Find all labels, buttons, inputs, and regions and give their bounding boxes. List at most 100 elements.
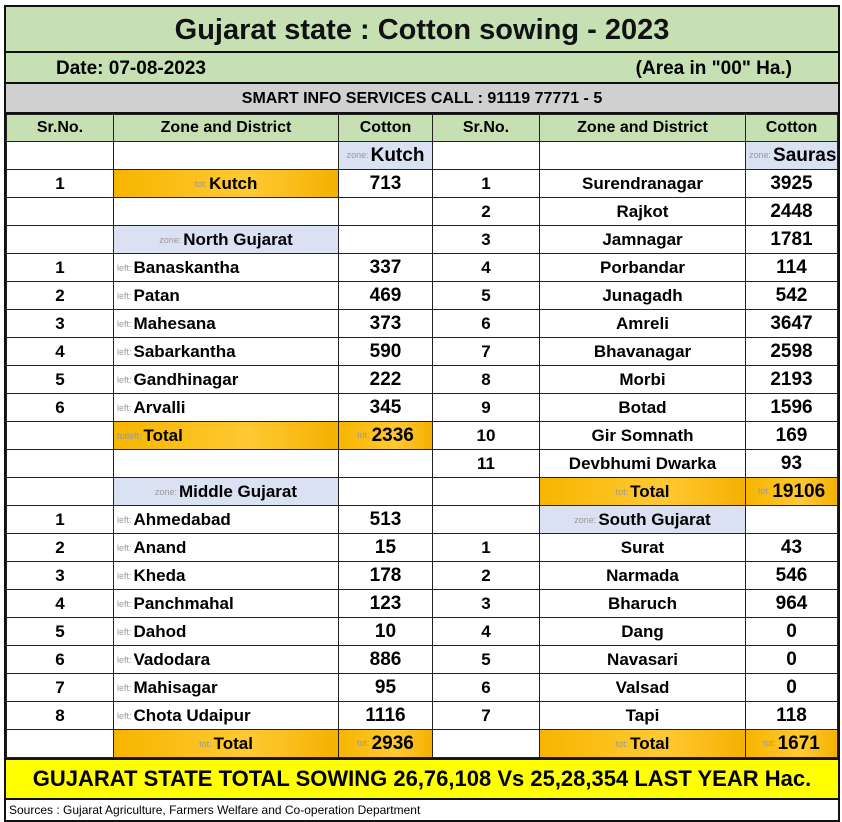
district-cell: left: Patan bbox=[113, 281, 339, 310]
cotton-cell: 15 bbox=[338, 533, 433, 562]
sr-no-cell: 1 bbox=[6, 169, 114, 198]
sr-no-cell: 6 bbox=[6, 393, 114, 422]
header-zone: Zone and District bbox=[113, 114, 339, 142]
district-cell: left: Gandhinagar bbox=[113, 365, 339, 394]
district-cell: left: Arvalli bbox=[113, 393, 339, 422]
header-srno: Sr.No. bbox=[6, 114, 114, 142]
zone-heading: zone: Kutch bbox=[338, 141, 433, 170]
sr-no-cell: 1 bbox=[432, 169, 540, 198]
table-row: 3 left: Mahesana 373 6 Amreli 3647 bbox=[6, 309, 838, 338]
sr-no-cell: 6 bbox=[432, 309, 540, 338]
district-cell bbox=[113, 197, 339, 226]
cell-style-tag: tot: bbox=[615, 739, 629, 750]
cotton-cell: 345 bbox=[338, 393, 433, 422]
sr-no-cell: 8 bbox=[432, 365, 540, 394]
sr-no-cell: 2 bbox=[6, 281, 114, 310]
district-cell: left: Sabarkantha bbox=[113, 337, 339, 366]
table-row: 1 tot: Kutch 713 1 Surendranagar 3925 bbox=[6, 169, 838, 198]
cotton-cell: 0 bbox=[745, 617, 838, 646]
report-date: Date: 07-08-2023 bbox=[56, 58, 206, 79]
cell-style-tag: tot: bbox=[194, 179, 208, 190]
header-cotton: Cotton bbox=[338, 114, 433, 142]
cotton-cell bbox=[745, 505, 838, 534]
sr-no-cell: 4 bbox=[432, 253, 540, 282]
cotton-cell: tot: 1671 bbox=[745, 729, 838, 758]
district-cell: Dang bbox=[539, 617, 746, 646]
cell-style-tag: tot: bbox=[757, 486, 771, 497]
district-cell: Bhavanagar bbox=[539, 337, 746, 366]
district-cell: left: Mahesana bbox=[113, 309, 339, 338]
cell-style-tag: tot: bbox=[199, 739, 212, 750]
sr-no-cell: 7 bbox=[432, 337, 540, 366]
district-cell: left: Kheda bbox=[113, 561, 339, 590]
cotton-cell: 964 bbox=[745, 589, 838, 618]
sources-note: Sources : Gujarat Agriculture, Farmers W… bbox=[9, 803, 421, 817]
table-row: zone: Middle Gujarat tot: Total tot: 19106 bbox=[6, 477, 838, 506]
sr-no-cell: 5 bbox=[432, 281, 540, 310]
sr-no-cell: 8 bbox=[6, 701, 114, 730]
cotton-cell: 178 bbox=[338, 561, 433, 590]
sr-no-cell: 5 bbox=[6, 365, 114, 394]
district-cell: Gir Somnath bbox=[539, 421, 746, 450]
cotton-cell: 169 bbox=[745, 421, 838, 450]
cotton-cell: 118 bbox=[745, 701, 838, 730]
table-row: 4 left: Panchmahal 123 3 Bharuch 964 bbox=[6, 589, 838, 618]
sr-no-cell: 2 bbox=[6, 533, 114, 562]
sr-no-cell bbox=[6, 197, 114, 226]
cotton-cell: 0 bbox=[745, 673, 838, 702]
district-cell: left: Banaskantha bbox=[113, 253, 339, 282]
district-cell: Morbi bbox=[539, 365, 746, 394]
cell-style-tag: left: bbox=[117, 403, 132, 414]
table-row: 3 left: Kheda 178 2 Narmada 546 bbox=[6, 561, 838, 590]
cotton-cell: 886 bbox=[338, 645, 433, 674]
cell-style-tag: zone: bbox=[159, 235, 182, 246]
table-row: 2 Rajkot 2448 bbox=[6, 197, 838, 226]
sr-no-cell bbox=[432, 141, 540, 170]
sr-no-cell: 7 bbox=[6, 673, 114, 702]
table-row: 1 left: Ahmedabad 513 zone: South Gujarat bbox=[6, 505, 838, 534]
table-row: 2 left: Anand 15 1 Surat 43 bbox=[6, 533, 838, 562]
district-cell: Valsad bbox=[539, 673, 746, 702]
zone-heading: zone: Middle Gujarat bbox=[113, 477, 339, 506]
sr-no-cell bbox=[6, 449, 114, 478]
district-cell: tot: Total bbox=[539, 477, 746, 506]
table-header-row: Sr.No. Zone and District Cotton Sr.No. Z… bbox=[6, 114, 838, 142]
sr-no-cell: 3 bbox=[432, 225, 540, 254]
sr-no-cell bbox=[6, 421, 114, 450]
district-cell: left: Chota Udaipur bbox=[113, 701, 339, 730]
cotton-cell: 3647 bbox=[745, 309, 838, 338]
header-zone: Zone and District bbox=[539, 114, 746, 142]
cotton-cell bbox=[338, 225, 433, 254]
table-row: totleft: Total tot: 2336 10 Gir Somnath 169 bbox=[6, 421, 838, 450]
cell-style-tag: zone: bbox=[749, 150, 772, 161]
cotton-cell bbox=[338, 449, 433, 478]
sr-no-cell: 5 bbox=[432, 645, 540, 674]
state-total-banner: GUJARAT STATE TOTAL SOWING 26,76,108 Vs … bbox=[6, 758, 838, 800]
cotton-cell: 542 bbox=[745, 281, 838, 310]
cell-style-tag: zone: bbox=[346, 150, 369, 161]
cotton-cell: 0 bbox=[745, 645, 838, 674]
cotton-cell: 1781 bbox=[745, 225, 838, 254]
cell-style-tag: zone: bbox=[574, 515, 597, 526]
table-row: 1 left: Banaskantha 337 4 Porbandar 114 bbox=[6, 253, 838, 282]
district-cell: Amreli bbox=[539, 309, 746, 338]
sr-no-cell: 4 bbox=[6, 589, 114, 618]
sr-no-cell bbox=[432, 729, 540, 758]
zone-heading: zone: North Gujarat bbox=[113, 225, 339, 254]
cotton-cell: 469 bbox=[338, 281, 433, 310]
table-row: 8 left: Chota Udaipur 1116 7 Tapi 118 bbox=[6, 701, 838, 730]
sr-no-cell: 3 bbox=[432, 589, 540, 618]
sr-no-cell: 11 bbox=[432, 449, 540, 478]
cotton-cell: 43 bbox=[745, 533, 838, 562]
cell-style-tag: left: bbox=[117, 291, 132, 302]
sr-no-cell: 1 bbox=[6, 253, 114, 282]
cell-style-tag: left: bbox=[117, 319, 132, 330]
district-cell: Rajkot bbox=[539, 197, 746, 226]
cotton-cell: 123 bbox=[338, 589, 433, 618]
sr-no-cell: 9 bbox=[432, 393, 540, 422]
district-cell: Narmada bbox=[539, 561, 746, 590]
cotton-cell: 10 bbox=[338, 617, 433, 646]
table-row: tot: Total tot: 2936 tot: Total tot: 1671 bbox=[6, 729, 838, 758]
cell-style-tag: tot: bbox=[357, 738, 370, 749]
report-title: Gujarat state : Cotton sowing - 2023 bbox=[6, 7, 838, 53]
